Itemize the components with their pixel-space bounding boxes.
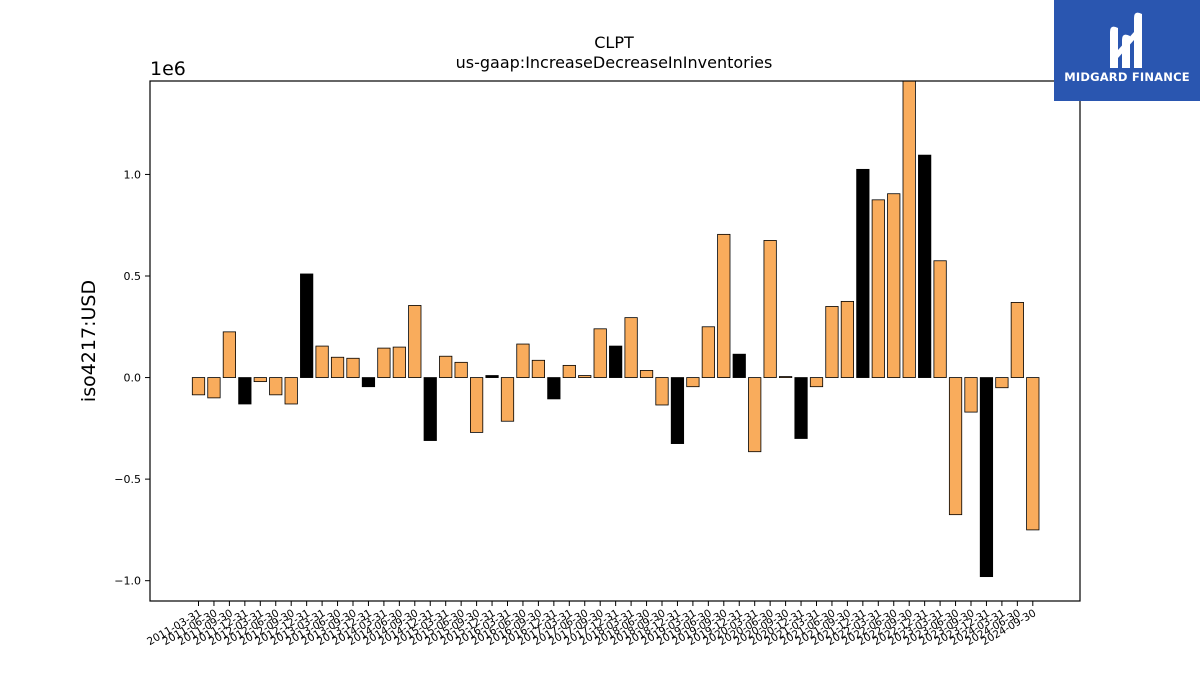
bar-2019-03-31	[686, 377, 700, 388]
bar-2023-03-31	[933, 260, 947, 378]
logo-text: MIDGARD FINANCE	[1064, 70, 1190, 84]
bar-2022-06-30	[887, 193, 901, 378]
bar-2016-03-31	[500, 377, 515, 422]
y-axis-label: iso4217:USD	[78, 280, 100, 402]
bar-2022-09-30	[902, 80, 916, 378]
bar-2017-06-30	[578, 375, 592, 378]
bar-2015-03-31	[439, 355, 453, 378]
y-tick-label: 0.0	[124, 372, 142, 385]
bar-2011-06-30	[207, 377, 221, 399]
y-tick-label: −0.5	[114, 473, 141, 486]
bar-2019-12-31	[732, 353, 746, 378]
bar-2016-09-30	[531, 359, 546, 378]
bar-2018-03-31	[624, 317, 638, 378]
bar-2013-03-31	[315, 345, 329, 378]
bar-2011-03-31	[191, 377, 206, 396]
bar-2012-06-30	[269, 377, 283, 396]
bar-2014-03-31	[377, 347, 391, 378]
bar-2023-09-30	[964, 377, 978, 413]
bar-2014-12-31	[423, 377, 437, 441]
y-tick-label: 1.0	[124, 168, 142, 181]
bar-2021-09-30	[840, 300, 855, 378]
bar-2016-12-31	[547, 377, 561, 400]
bar-2016-06-30	[516, 343, 530, 378]
y-ticks-group: −1.0 −0.5 0.0 0.5 1.0	[114, 168, 150, 588]
bar-2021-03-31	[809, 377, 824, 388]
bar-2019-09-30	[717, 233, 731, 378]
bar-2018-09-30	[655, 377, 669, 406]
bar-2013-06-30	[330, 356, 345, 378]
bar-2011-12-31	[238, 377, 252, 405]
y-tick-label: 0.5	[124, 270, 142, 283]
plot-frame	[149, 80, 1081, 602]
bar-2018-06-30	[639, 370, 654, 378]
bar-2024-09-30	[1026, 377, 1040, 531]
bar-2024-06-30	[1010, 302, 1024, 378]
y-tick-label: −1.0	[114, 575, 141, 588]
x-ticks-group: 2011-03-312011-06-302011-09-302011-12-31…	[145, 601, 1038, 648]
bar-2021-06-30	[825, 306, 839, 378]
midgard-finance-logo: MIDGARD FINANCE	[1054, 0, 1200, 101]
bar-2014-09-30	[408, 305, 422, 378]
bar-2018-12-31	[670, 377, 685, 444]
bar-2023-06-30	[948, 377, 963, 516]
bar-2024-03-31	[995, 377, 1009, 389]
bar-2022-03-31	[871, 199, 885, 378]
midgard-m-logo-icon	[1110, 12, 1142, 69]
chart-subtitle: us-gaap:IncreaseDecreaseInInventories	[456, 53, 773, 72]
bar-2022-12-31	[918, 154, 932, 378]
bar-2017-12-31	[609, 345, 623, 378]
bar-2012-03-31	[253, 377, 267, 383]
bar-2017-03-31	[562, 364, 576, 378]
bar-2019-06-30	[701, 326, 715, 378]
bar-2023-12-31	[979, 377, 994, 578]
chart-title: CLPT	[594, 33, 634, 52]
bar-2012-09-30	[284, 377, 298, 405]
bar-2020-06-30	[763, 240, 777, 378]
bar-2012-12-31	[300, 273, 314, 378]
bar-2020-09-30	[779, 376, 793, 378]
bar-2015-09-30	[469, 377, 484, 433]
y-offset-label: 1e6	[150, 58, 186, 80]
bar-2017-09-30	[593, 328, 607, 378]
bar-2015-12-31	[485, 375, 499, 378]
bars-group	[191, 80, 1040, 578]
bar-2013-12-31	[361, 377, 376, 388]
bar-2013-09-30	[346, 357, 360, 378]
bar-2020-03-31	[748, 377, 762, 453]
bar-2021-12-31	[856, 168, 870, 378]
bar-2015-06-30	[454, 361, 468, 378]
bar-2011-09-30	[222, 331, 236, 378]
bar-2014-06-30	[392, 346, 406, 378]
bar-2020-12-31	[794, 377, 808, 439]
